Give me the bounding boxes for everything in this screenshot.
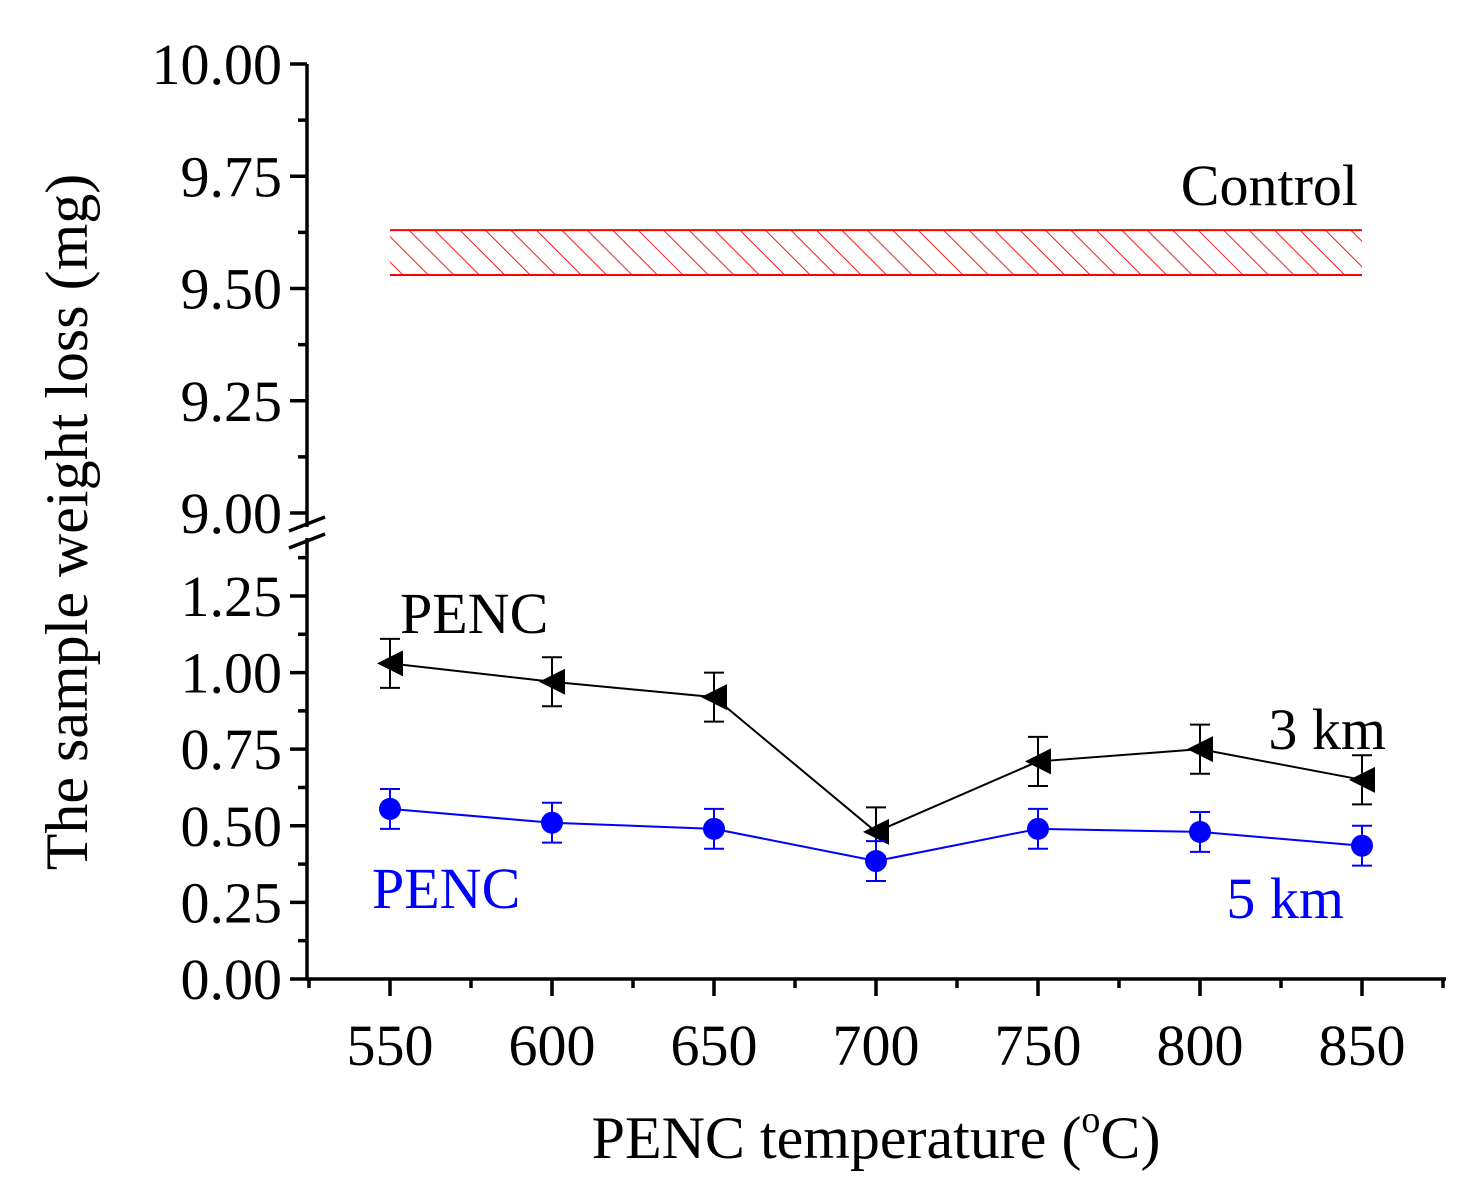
y-tick-label: 9.75 xyxy=(181,144,283,209)
x-tick-label: 550 xyxy=(347,1013,434,1078)
control-band xyxy=(390,229,1362,277)
y-axis-break-gap xyxy=(287,527,327,538)
data-point xyxy=(1025,748,1051,775)
data-point xyxy=(377,650,403,677)
data-point xyxy=(865,850,887,873)
series-label-5km-line1: PENC xyxy=(372,856,520,921)
series-0 xyxy=(377,637,1375,858)
series-label-3km-line2: 3 km xyxy=(1268,697,1386,762)
y-tick-label: 0.25 xyxy=(181,870,283,935)
y-axis-title: The sample weight loss (mg) xyxy=(34,174,100,871)
y-tick-label: 0.75 xyxy=(181,717,283,782)
data-point xyxy=(703,817,725,840)
series-layer xyxy=(377,637,1375,882)
x-tick-label: 850 xyxy=(1319,1013,1406,1078)
x-axis-title-text: PENC temperature ( xyxy=(592,1105,1082,1171)
series-label-3km-line1: PENC xyxy=(400,581,548,646)
y-tick-label: 9.50 xyxy=(181,257,283,322)
x-tick-label: 750 xyxy=(995,1013,1082,1078)
x-tick-label: 600 xyxy=(509,1013,596,1078)
data-point xyxy=(701,684,727,711)
x-axis-title-sup: o xyxy=(1081,1099,1100,1141)
y-tick-label: 1.25 xyxy=(181,564,283,629)
series-1 xyxy=(379,788,1373,882)
data-point xyxy=(539,668,565,695)
data-point xyxy=(1189,820,1211,843)
x-axis-title: PENC temperature (oC) xyxy=(592,1099,1161,1171)
plot-area: 0.00 0.25 0.50 0.75 1.00 1.25 9.00 9.25 9.50 9.75… xyxy=(152,32,1446,1078)
data-point xyxy=(863,818,889,845)
x-tick-label: 700 xyxy=(833,1013,920,1078)
x-axis-title-unit: C) xyxy=(1100,1105,1160,1171)
axes: 0.00 0.25 0.50 0.75 1.00 1.25 9.00 9.25 9.50 9.75… xyxy=(152,32,1446,1078)
control-band-fill xyxy=(390,230,1362,276)
y-tick-label: 0.00 xyxy=(181,947,283,1012)
x-tick-label: 800 xyxy=(1157,1013,1244,1078)
y-tick-label: 1.00 xyxy=(181,641,283,706)
y-tick-label: 0.50 xyxy=(181,794,283,859)
data-point xyxy=(379,797,401,820)
y-tick-label: 9.00 xyxy=(181,481,283,546)
data-point xyxy=(1027,817,1049,840)
data-point xyxy=(1351,834,1373,857)
y-axis-break-mark xyxy=(288,532,326,550)
series-label-5km-line2: 5 km xyxy=(1226,866,1344,931)
data-point xyxy=(541,811,563,834)
control-label: Control xyxy=(1181,153,1358,218)
x-tick-label: 650 xyxy=(671,1013,758,1078)
y-axis-break-mark xyxy=(288,515,326,533)
y-tick-label: 10.00 xyxy=(152,32,283,97)
data-point xyxy=(1187,736,1213,763)
data-point xyxy=(1349,766,1375,793)
y-tick-label: 9.25 xyxy=(181,369,283,434)
